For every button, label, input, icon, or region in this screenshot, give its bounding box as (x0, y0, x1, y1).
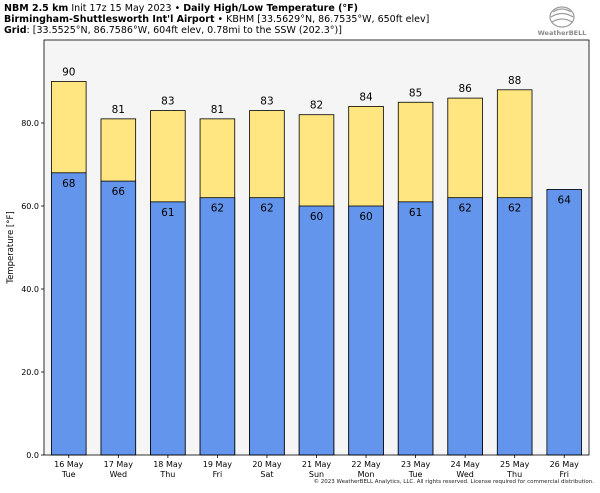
x-tick-day: Sun (309, 470, 324, 479)
high-value-label: 85 (409, 87, 422, 99)
low-bar (51, 172, 87, 456)
y-tick-label: 20.0 (21, 368, 39, 377)
y-tick-label: 0.0 (26, 451, 39, 460)
low-bar (397, 201, 434, 456)
station-line: Birmingham-Shuttlesworth Int'l Airport •… (4, 14, 429, 26)
high-value-label: 86 (458, 83, 472, 95)
x-tick-day: Fri (559, 470, 569, 479)
x-tick-label: 16 May (54, 460, 84, 469)
low-bar (298, 205, 335, 456)
model-name: NBM 2.5 km (4, 3, 69, 14)
y-tick-label: 40.0 (21, 285, 39, 294)
chart-title: Daily High/Low Temperature (°F) (183, 3, 359, 14)
low-value-label: 60 (359, 211, 372, 223)
low-bar (249, 197, 285, 456)
y-tick-label: 60.0 (21, 202, 39, 211)
high-value-label: 83 (260, 96, 273, 108)
grid-line: Grid: [33.5525°N, 86.7586°W, 604ft elev,… (4, 25, 342, 37)
high-value-label: 81 (112, 104, 125, 116)
x-tick-day: Mon (358, 470, 375, 479)
low-bar (447, 197, 483, 456)
low-bar (199, 197, 236, 456)
low-value-label: 62 (458, 203, 471, 215)
x-tick-label: 20 May (252, 460, 282, 469)
x-tick-label: 19 May (203, 460, 233, 469)
x-tick-day: Wed (110, 470, 127, 479)
x-tick-day: Fri (213, 470, 223, 479)
x-tick-label: 17 May (104, 460, 134, 469)
low-bar (496, 197, 533, 456)
x-tick-day: Thu (159, 470, 175, 479)
low-value-label: 60 (310, 211, 323, 223)
grid-info: : [33.5525°N, 86.7586°W, 604ft elev, 0.7… (26, 25, 342, 36)
x-tick-day: Tue (408, 470, 423, 479)
low-bar (348, 205, 384, 456)
high-value-label: 82 (310, 100, 323, 112)
copyright-notice: © 2023 WeatherBELL Analytics, LLC. All r… (313, 479, 594, 485)
x-tick-day: Thu (506, 470, 522, 479)
x-tick-day: Wed (456, 470, 473, 479)
x-tick-label: 25 May (500, 460, 530, 469)
low-value-label: 61 (161, 207, 174, 219)
x-tick-label: 23 May (401, 460, 431, 469)
low-value-label: 62 (508, 203, 521, 215)
x-tick-label: 21 May (302, 460, 332, 469)
low-value-label: 61 (409, 207, 422, 219)
high-value-label: 81 (211, 104, 224, 116)
high-value-label: 90 (62, 67, 75, 79)
high-value-label: 84 (359, 91, 373, 103)
logo-text: WeatherBELL (538, 29, 587, 37)
weatherbell-logo: WeatherBELL (538, 6, 587, 37)
x-tick-label: 24 May (451, 460, 481, 469)
y-tick-label: 80.0 (21, 119, 39, 128)
low-value-label: 68 (62, 178, 75, 190)
x-tick-day: Sat (260, 470, 273, 479)
low-value-label: 62 (260, 203, 273, 215)
low-value-label: 64 (558, 194, 572, 206)
high-value-label: 88 (508, 75, 521, 87)
x-tick-day: Tue (61, 470, 76, 479)
title-line: NBM 2.5 km Init 17z 15 May 2023 • Daily … (4, 3, 358, 15)
x-tick-label: 22 May (351, 460, 381, 469)
station-name: Birmingham-Shuttlesworth Int'l Airport (4, 14, 215, 25)
x-tick-label: 26 May (550, 460, 580, 469)
high-value-label: 83 (161, 96, 174, 108)
y-axis-label: Temperature [°F] (6, 211, 16, 284)
low-value-label: 62 (211, 203, 224, 215)
low-bar (546, 188, 582, 456)
low-bar (100, 180, 137, 456)
init-time: Init 17z 15 May 2023 • (68, 3, 184, 14)
low-value-label: 66 (112, 186, 126, 198)
x-tick-label: 18 May (153, 460, 183, 469)
low-bar (150, 201, 186, 456)
station-info: • KBHM [33.5629°N, 86.7535°W, 650ft elev… (214, 14, 430, 25)
grid-label: Grid (4, 25, 27, 36)
